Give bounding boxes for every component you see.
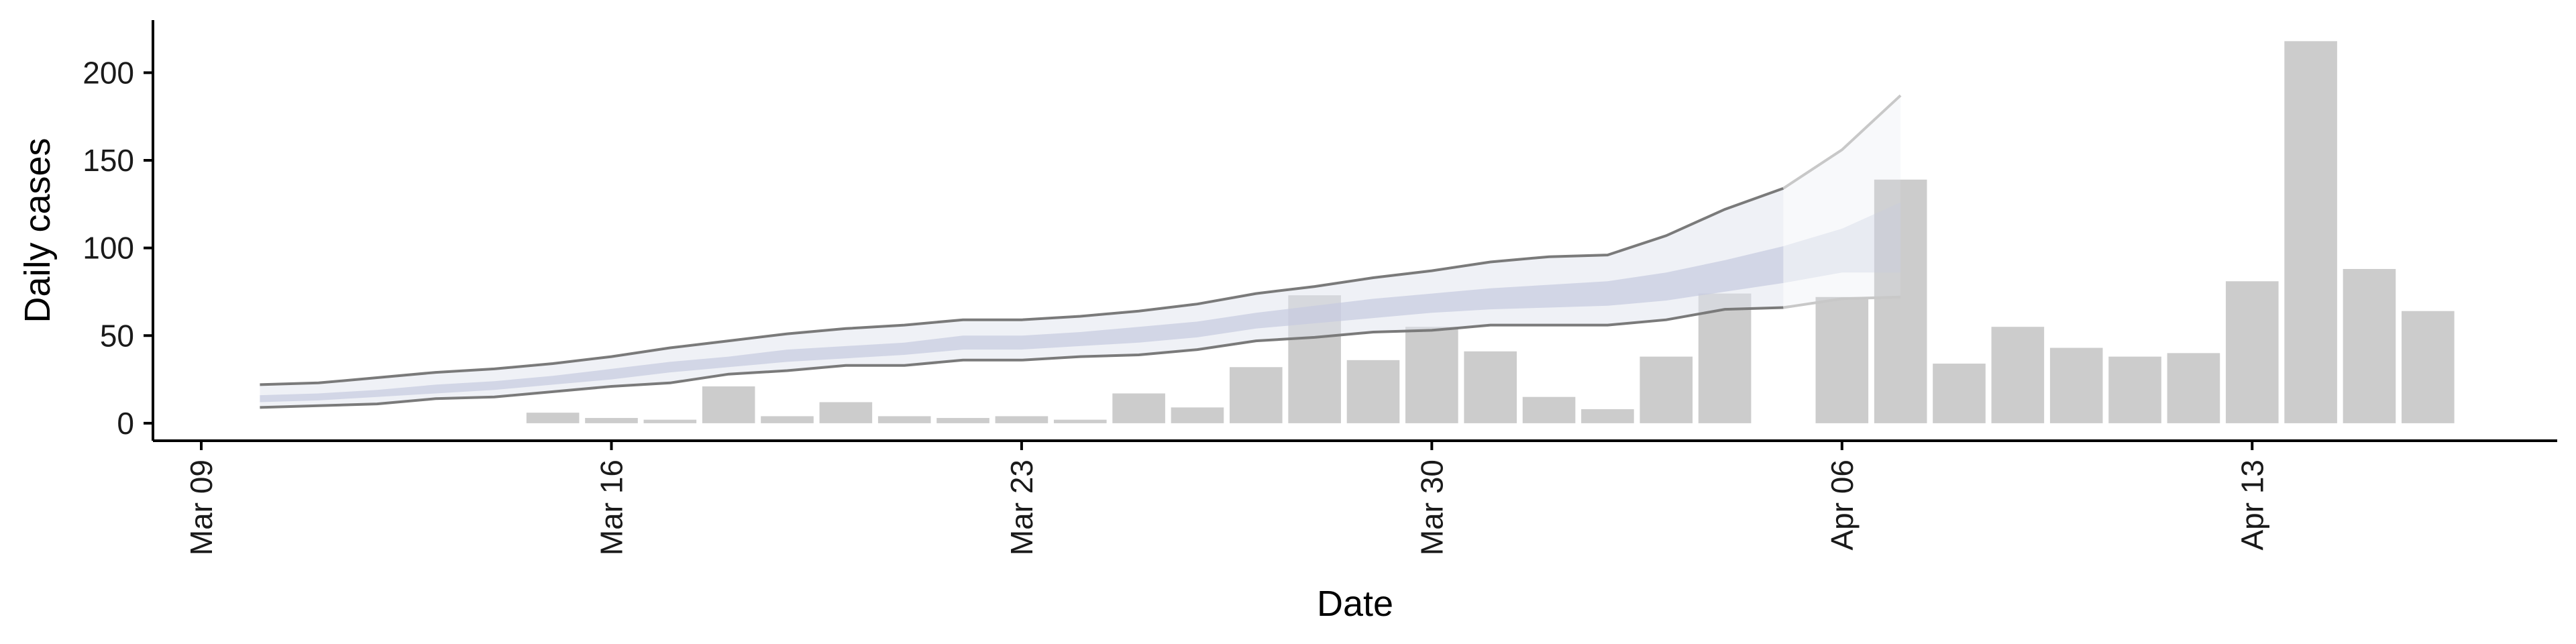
bar-2020-03-22: [936, 418, 989, 423]
bar-2020-03-19: [761, 416, 814, 423]
y-axis: 0 50 100 150 200: [83, 20, 154, 441]
bar-2020-03-21: [877, 416, 931, 423]
x-axis-title: Date: [1317, 584, 1393, 624]
bar-2020-03-17: [643, 419, 697, 423]
bar-2020-03-18: [702, 386, 755, 423]
bound-line-lo90-observed: [260, 306, 1784, 409]
y-axis-title: Daily cases: [17, 138, 58, 323]
band-50-projected: [1783, 202, 1901, 283]
x-tick-label-2020-03-30: Mar 30: [1414, 460, 1449, 555]
x-axis: Mar 09 Mar 16 Mar 23 Mar 30 Apr 06 Apr 13: [153, 439, 2557, 555]
bar-2020-03-20: [819, 402, 873, 423]
bar-2020-04-13: [2225, 281, 2279, 423]
bar-2020-04-01: [1522, 396, 1576, 423]
bar-2020-04-12: [2167, 353, 2220, 423]
bar-2020-04-15: [2343, 268, 2396, 423]
bar-2020-04-09: [1991, 327, 2045, 423]
bar-2020-04-16: [2401, 311, 2455, 423]
bars-layer: [526, 41, 2455, 423]
bar-2020-04-06: [1815, 297, 1869, 423]
bar-2020-03-27: [1229, 367, 1283, 423]
bar-2020-04-07: [1874, 179, 1927, 423]
y-tick-label-100: 100: [83, 231, 134, 266]
bar-2020-04-10: [2049, 347, 2103, 423]
y-tick-label-50: 50: [100, 318, 134, 353]
bar-2020-03-24: [1053, 419, 1107, 423]
x-tick-label-2020-03-16: Mar 16: [594, 460, 629, 555]
bar-2020-04-11: [2108, 356, 2161, 423]
bar-2020-04-02: [1581, 409, 1634, 423]
x-tick-label-2020-03-23: Mar 23: [1004, 460, 1039, 555]
bound-lines-layer: [260, 94, 1902, 409]
bar-2020-03-26: [1171, 407, 1224, 423]
bar-2020-04-14: [2284, 41, 2337, 423]
x-tick-label-2020-04-13: Apr 13: [2235, 460, 2269, 551]
y-tick-label-200: 200: [83, 55, 134, 90]
x-tick-label-2020-03-09: Mar 09: [184, 460, 219, 555]
bound-line-lo90-projected: [1783, 295, 1901, 309]
bar-2020-03-25: [1112, 393, 1165, 423]
bar-2020-03-31: [1464, 351, 1517, 423]
bar-2020-04-04: [1698, 293, 1752, 423]
bar-2020-04-08: [1933, 364, 1986, 423]
band-90-projected: [1783, 95, 1901, 308]
bound-line-hi90-projected: [1782, 94, 1902, 190]
bar-2020-03-23: [995, 416, 1049, 423]
bar-2020-04-03: [1640, 356, 1693, 423]
bar-2020-03-30: [1405, 327, 1458, 423]
x-tick-label-2020-04-06: Apr 06: [1825, 460, 1860, 551]
bar-2020-03-29: [1346, 360, 1400, 423]
bar-2020-03-15: [526, 413, 580, 423]
y-tick-label-150: 150: [83, 143, 134, 178]
y-tick-label-0: 0: [117, 406, 134, 441]
bound-line-hi90-observed: [260, 186, 1784, 386]
bar-2020-03-16: [585, 418, 638, 423]
